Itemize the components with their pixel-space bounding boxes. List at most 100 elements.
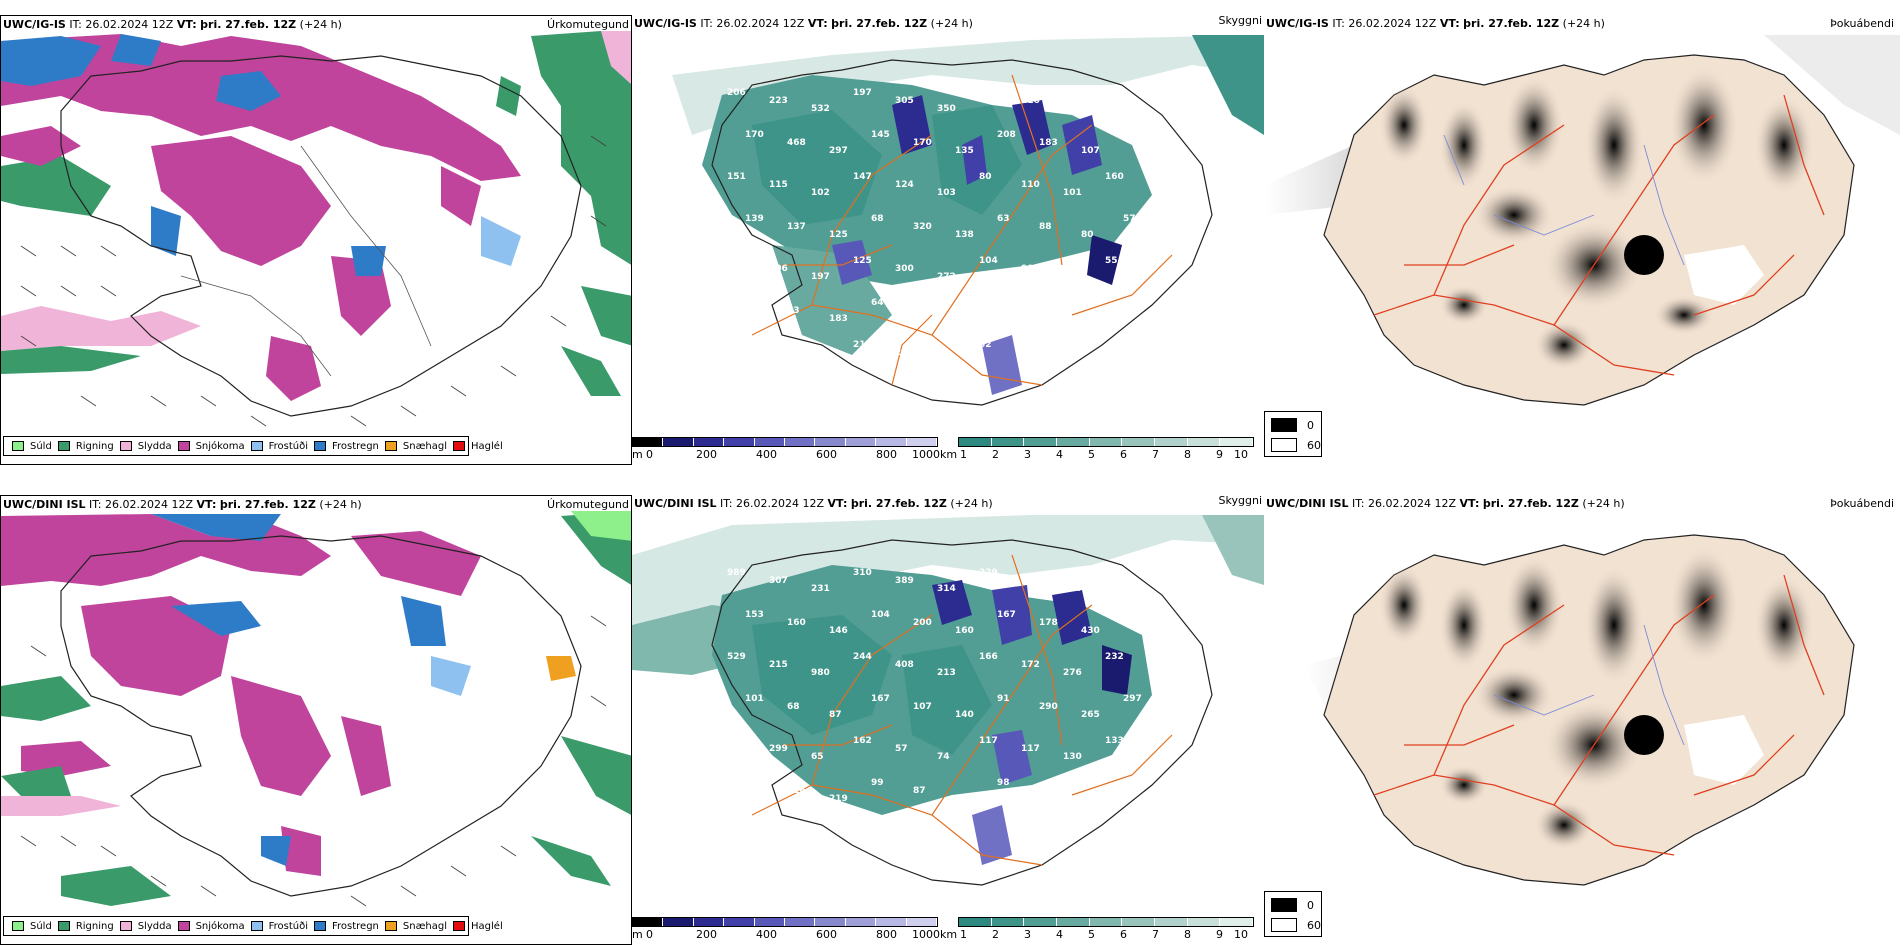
precip-type-panel-top: Súld Rigning Slydda Snjókoma Frostúði Fr… (0, 15, 632, 465)
height-colorbar-top: m 0 200 400 600 800 1000 km 1 2 3 4 5 6 … (632, 435, 1264, 465)
legend-item: Haglél (453, 441, 503, 452)
ceiling-label: 297 (1123, 694, 1142, 704)
ceiling-label: 229 (979, 568, 998, 578)
ceiling-label: 178 (1039, 618, 1058, 628)
ceiling-label: 160 (787, 618, 806, 628)
ceiling-label: 215 (769, 660, 788, 670)
ceiling-label: 68 (787, 702, 800, 712)
ceiling-label: 135 (955, 146, 974, 156)
ceiling-label: 220 (1063, 584, 1082, 594)
colorbar-tick: 800 (876, 928, 897, 941)
ceiling-label: 124 (895, 180, 914, 190)
colorbar-tick: 600 (816, 928, 837, 941)
ceiling-label: 133 (1105, 736, 1124, 746)
ceiling-label: 107 (1081, 146, 1100, 156)
ceiling-label: 272 (937, 272, 956, 282)
ceiling-label: 22 (769, 828, 782, 838)
ceiling-label: 145 (871, 130, 890, 140)
ceiling-label: 99 (871, 778, 884, 788)
ceiling-label: 532 (811, 104, 830, 114)
ceiling-label: 52 (979, 340, 992, 350)
ceiling-label: 166 (979, 652, 998, 662)
ceiling-label: 201 (1039, 306, 1058, 316)
panel-title: UWC/DINI ISL IT: 26.02.2024 12Z VT: þri.… (1266, 497, 1625, 510)
panel-title: UWC/DINI ISL IT: 26.02.2024 12Z VT: þri.… (3, 498, 362, 511)
ceiling-label: 104 (979, 256, 998, 266)
ceiling-label: 80 (811, 356, 824, 366)
legend-item: Frostúði (250, 921, 308, 932)
ceiling-label: 106 (769, 264, 788, 274)
ceiling-label: 184 (1063, 272, 1082, 282)
ceiling-label: 74 (937, 752, 950, 762)
ceiling-label: 117 (979, 736, 998, 746)
fog-panel-top: 0 60 UWC/IG-IS IT: 26.02.2024 12Z VT: þr… (1264, 15, 1900, 465)
visibility-map-top: 206 223 532 197 305 350 564 116 359 329 170 468 297 1… (632, 15, 1264, 435)
ceiling-label: 160 (1105, 172, 1124, 182)
colorbar-tick: 10 (1234, 928, 1248, 941)
ceiling-label: 63 (997, 214, 1010, 224)
colorbar-tick: 3 (1024, 928, 1031, 941)
ceiling-label: 216 (787, 786, 806, 796)
ceiling-label: 87 (955, 794, 968, 804)
ceiling-label: 329 (1105, 88, 1124, 98)
panel-title: UWC/IG-IS IT: 26.02.2024 12Z VT: þri. 27… (1266, 17, 1605, 30)
ceiling-label: 172 (1021, 660, 1040, 670)
colorbar-tick: 9 (1216, 448, 1223, 461)
legend-item: Snæhagl (384, 921, 447, 932)
panel-parameter: Þokuábendi (1830, 497, 1894, 510)
ceiling-label: 558 (1021, 576, 1040, 586)
colorbar-unit: m (632, 928, 643, 941)
legend-item: Slydda (119, 441, 172, 452)
ceiling-label: 167 (997, 610, 1016, 620)
colorbar-tick: 2 (992, 928, 999, 941)
colorbar-tick: 6 (1120, 928, 1127, 941)
ceiling-label: 63 (745, 298, 758, 308)
ceiling-label: 162 (913, 306, 932, 316)
colorbar-tick: 200 (696, 448, 717, 461)
legend-item: Snjókoma (177, 921, 245, 932)
ceiling-label: 117 (1021, 744, 1040, 754)
ceiling-label: 80 (1081, 230, 1094, 240)
ceiling-label: 97 (727, 256, 740, 266)
ceiling-label: 98 (997, 778, 1010, 788)
ceiling-label: 380 (1105, 568, 1124, 578)
ceiling-label: 101 (745, 694, 764, 704)
panel-parameter: Þokuábendi (1830, 17, 1894, 30)
legend-item: Rigning (57, 441, 114, 452)
ceiling-label: 200 (913, 618, 932, 628)
ceiling-label: 468 (787, 138, 806, 148)
panel-title: UWC/DINI ISL IT: 26.02.2024 12Z VT: þri.… (634, 497, 993, 510)
ceiling-label: 74 (1021, 348, 1034, 358)
colorbar-tick: 4 (1056, 928, 1063, 941)
legend-item: Súld (12, 921, 52, 932)
ceiling-label: 287 (1039, 786, 1058, 796)
fog-panel-bottom: 0 60 UWC/DINI ISL IT: 26.02.2024 12Z VT:… (1264, 495, 1900, 945)
colorbar-tick: 6 (1120, 448, 1127, 461)
panel-parameter: Skyggni (1218, 495, 1262, 507)
ceiling-label: 307 (769, 576, 788, 586)
panel-title: UWC/IG-IS IT: 26.02.2024 12Z VT: þri. 27… (3, 18, 342, 31)
ceiling-label: 87 (829, 710, 842, 720)
ceiling-label: 162 (853, 736, 872, 746)
height-colorbar-bottom: m 0 200 400 600 800 1000 km 1 2 3 4 5 6 … (632, 915, 1264, 945)
fog-map-top (1264, 15, 1900, 435)
ceiling-label: 269 (1081, 314, 1100, 324)
ceiling-label: 139 (745, 214, 764, 224)
colorbar-tick: 9 (1216, 928, 1223, 941)
ceiling-label: 183 (829, 314, 848, 324)
fog-legend-bottom: 0 60 (1264, 891, 1322, 937)
ceiling-label: 305 (895, 96, 914, 106)
ceiling-label: 146 (829, 626, 848, 636)
ceiling-label: 350 (937, 104, 956, 114)
precip-legend-bottom: Súld Rigning Slydda Snjókoma Frostúði Fr… (3, 916, 503, 936)
ceiling-label: 67 (1123, 298, 1136, 308)
ceiling-label: 215 (853, 340, 872, 350)
ceiling-label: 102 (811, 188, 830, 198)
ceiling-label: 297 (829, 146, 848, 156)
ceiling-label: 223 (769, 96, 788, 106)
ceiling-label: 310 (853, 568, 872, 578)
iceland-coastline (60, 55, 582, 417)
ceiling-label: 206 (727, 88, 746, 98)
ceiling-label: 64 (871, 298, 884, 308)
ceiling-label: 359 (1063, 104, 1082, 114)
